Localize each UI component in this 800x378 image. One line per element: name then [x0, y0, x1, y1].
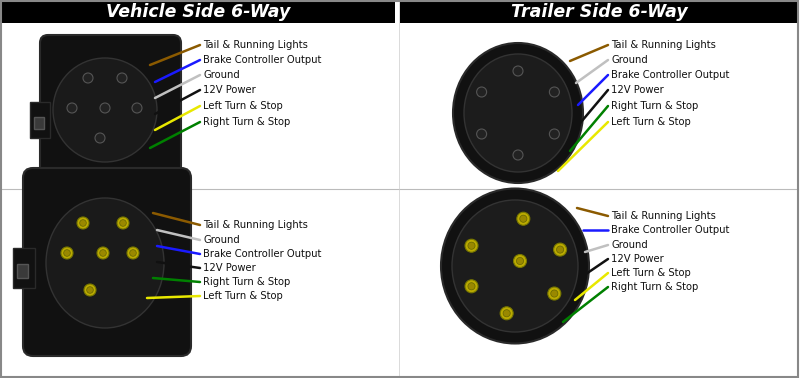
Text: Tail & Running Lights: Tail & Running Lights: [203, 220, 308, 230]
Circle shape: [465, 239, 478, 252]
Text: 12V Power: 12V Power: [611, 85, 664, 95]
Circle shape: [557, 246, 564, 253]
Text: Brake Controller Output: Brake Controller Output: [611, 70, 730, 80]
Text: 12V Power: 12V Power: [203, 263, 256, 273]
Text: Right Turn & Stop: Right Turn & Stop: [611, 101, 698, 111]
Circle shape: [500, 307, 513, 320]
Text: Brake Controller Output: Brake Controller Output: [203, 249, 322, 259]
Ellipse shape: [441, 189, 589, 344]
Bar: [30, 102, 50, 138]
Text: Brake Controller Output: Brake Controller Output: [203, 55, 322, 65]
Circle shape: [84, 284, 96, 296]
Ellipse shape: [464, 54, 572, 172]
Circle shape: [117, 217, 129, 229]
Text: Trailer Side 6-Way: Trailer Side 6-Way: [510, 3, 687, 21]
Circle shape: [520, 215, 527, 222]
Circle shape: [503, 310, 510, 317]
Circle shape: [64, 250, 70, 256]
Circle shape: [83, 73, 93, 83]
Text: Tail & Running Lights: Tail & Running Lights: [611, 40, 716, 50]
Text: Left Turn & Stop: Left Turn & Stop: [611, 268, 690, 278]
Text: Left Turn & Stop: Left Turn & Stop: [203, 101, 282, 111]
FancyBboxPatch shape: [23, 168, 191, 356]
Circle shape: [477, 129, 486, 139]
Bar: [34, 117, 44, 129]
Circle shape: [517, 212, 530, 225]
Text: Left Turn & Stop: Left Turn & Stop: [611, 117, 690, 127]
Text: Right Turn & Stop: Right Turn & Stop: [203, 117, 290, 127]
Circle shape: [477, 87, 486, 97]
Ellipse shape: [46, 198, 164, 328]
Circle shape: [548, 287, 561, 300]
Text: Ground: Ground: [203, 235, 240, 245]
Circle shape: [53, 58, 157, 162]
Circle shape: [100, 103, 110, 113]
FancyBboxPatch shape: [40, 35, 181, 213]
Text: Tail & Running Lights: Tail & Running Lights: [611, 211, 716, 221]
Circle shape: [120, 220, 126, 226]
Bar: [13, 248, 35, 288]
Circle shape: [117, 73, 127, 83]
Circle shape: [513, 66, 523, 76]
Circle shape: [127, 247, 139, 259]
Circle shape: [513, 150, 523, 160]
Circle shape: [130, 250, 136, 256]
Ellipse shape: [452, 200, 578, 332]
Text: Brake Controller Output: Brake Controller Output: [611, 225, 730, 235]
Circle shape: [67, 103, 77, 113]
Circle shape: [554, 243, 566, 256]
Text: Vehicle Side 6-Way: Vehicle Side 6-Way: [106, 3, 290, 21]
Circle shape: [517, 257, 523, 265]
Circle shape: [550, 129, 559, 139]
Circle shape: [514, 254, 526, 268]
Circle shape: [61, 247, 73, 259]
Circle shape: [468, 283, 475, 290]
Circle shape: [80, 220, 86, 226]
Circle shape: [468, 242, 475, 249]
Text: Ground: Ground: [611, 240, 648, 250]
Text: 12V Power: 12V Power: [611, 254, 664, 264]
Text: 12V Power: 12V Power: [203, 85, 256, 95]
Circle shape: [86, 287, 94, 293]
Text: Right Turn & Stop: Right Turn & Stop: [203, 277, 290, 287]
Circle shape: [77, 217, 89, 229]
Text: Right Turn & Stop: Right Turn & Stop: [611, 282, 698, 292]
Text: Ground: Ground: [203, 70, 240, 80]
Circle shape: [97, 247, 109, 259]
Bar: [400, 1, 798, 23]
Text: Tail & Running Lights: Tail & Running Lights: [203, 40, 308, 50]
Ellipse shape: [453, 43, 583, 183]
Text: Ground: Ground: [611, 55, 648, 65]
Circle shape: [132, 103, 142, 113]
Circle shape: [550, 87, 559, 97]
Circle shape: [465, 280, 478, 293]
Text: Left Turn & Stop: Left Turn & Stop: [203, 291, 282, 301]
Circle shape: [550, 290, 558, 297]
Circle shape: [100, 250, 106, 256]
Bar: [17, 264, 28, 278]
Bar: [2, 1, 395, 23]
Circle shape: [95, 133, 105, 143]
